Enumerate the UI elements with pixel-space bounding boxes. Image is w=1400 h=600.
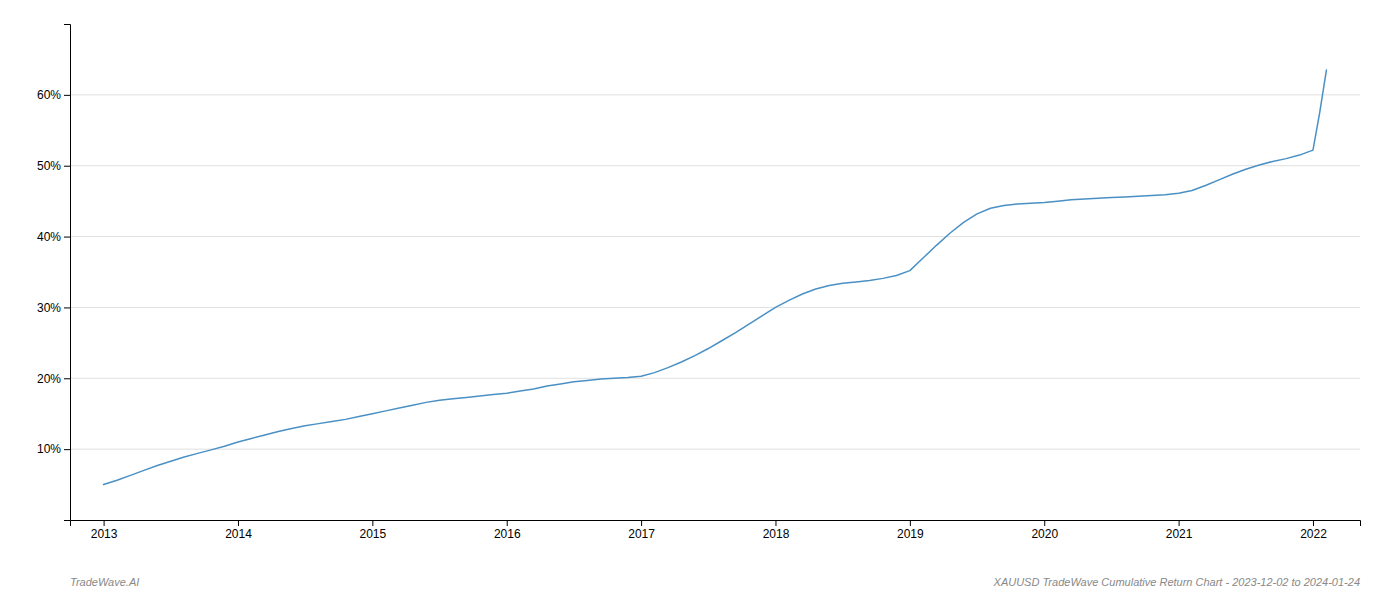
y-tick-mark [64, 237, 70, 238]
x-tick-mark [372, 520, 373, 526]
x-tick-mark [641, 520, 642, 526]
grid-line [70, 165, 1360, 166]
x-tick: 2022 [1300, 520, 1327, 541]
x-tick-mark [775, 520, 776, 526]
chart: 2013 2014 2015 2016 2017 2018 2019 2020 2021 2022… [0, 0, 1400, 600]
plot-area [104, 70, 1327, 485]
x-axis: 2013 2014 2015 2016 2017 2018 2019 2020 2021 2022 [71, 520, 1361, 541]
y-tick: 30% [37, 301, 70, 315]
x-tick-label: 2022 [1300, 527, 1327, 541]
x-axis-line [71, 521, 1361, 527]
x-tick: 2015 [359, 520, 386, 541]
y-tick-label: 20% [37, 372, 61, 386]
footer-text: TradeWave.AI [70, 576, 139, 588]
x-tick: 2019 [897, 520, 924, 541]
x-tick-label: 2020 [1031, 527, 1058, 541]
x-tick-label: 2015 [359, 527, 386, 541]
y-tick: 20% [37, 372, 70, 386]
x-tick-mark [910, 520, 911, 526]
x-tick-mark [1313, 520, 1314, 526]
x-tick: 2014 [225, 520, 252, 541]
y-tick: 50% [37, 159, 70, 173]
x-tick-label: 2018 [763, 527, 790, 541]
grid-line [70, 307, 1360, 308]
footer-text: XAUUSD TradeWave Cumulative Return Chart… [993, 576, 1360, 588]
y-tick-mark [64, 95, 70, 96]
grid-line [70, 378, 1360, 379]
x-tick-label: 2014 [225, 527, 252, 541]
grid-line [70, 449, 1360, 450]
y-tick-label: 40% [37, 230, 61, 244]
x-tick-mark [1179, 520, 1180, 526]
x-tick-mark [238, 520, 239, 526]
x-tick: 2020 [1031, 520, 1058, 541]
x-tick-mark [1044, 520, 1045, 526]
y-tick-label: 60% [37, 88, 61, 102]
y-tick: 10% [37, 442, 70, 456]
grid [70, 95, 1360, 449]
x-tick-label: 2016 [494, 527, 521, 541]
x-tick-label: 2019 [897, 527, 924, 541]
y-tick-label: 50% [37, 159, 61, 173]
x-tick-mark [104, 520, 105, 526]
x-tick-label: 2017 [628, 527, 655, 541]
grid-line [70, 94, 1360, 95]
y-tick: 60% [37, 88, 70, 102]
y-tick: 40% [37, 230, 70, 244]
line [104, 70, 1327, 485]
grid-line [70, 236, 1360, 237]
x-tick-label: 2021 [1166, 527, 1193, 541]
y-tick-label: 10% [37, 442, 61, 456]
y-tick-mark [64, 449, 70, 450]
y-tick-mark [64, 378, 70, 379]
y-tick-mark [64, 307, 70, 308]
x-tick: 2013 [91, 520, 118, 541]
y-tick-mark [64, 166, 70, 167]
y-axis: 10% 20% 30% 40% 50% 60% [37, 25, 71, 521]
x-tick: 2018 [763, 520, 790, 541]
x-tick: 2016 [494, 520, 521, 541]
x-tick-mark [507, 520, 508, 526]
y-axis-line [64, 25, 71, 521]
y-tick-label: 30% [37, 301, 61, 315]
x-tick-label: 2013 [91, 527, 118, 541]
x-tick: 2017 [628, 520, 655, 541]
x-tick: 2021 [1166, 520, 1193, 541]
